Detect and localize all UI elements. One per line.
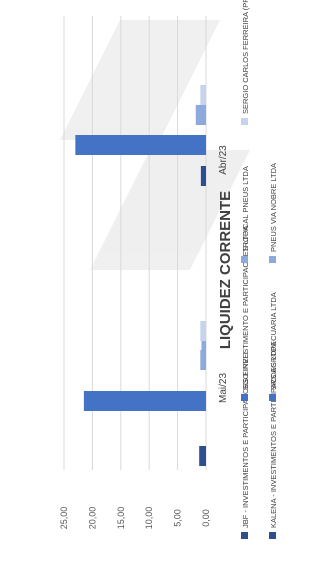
bar <box>83 391 206 411</box>
chart-title: LIQUIDEZ CORRENTE <box>217 191 234 349</box>
value-axis-tick-label: 20,00 <box>87 507 97 530</box>
legend-swatch <box>241 394 248 401</box>
value-axis-tick-label: 5,00 <box>173 509 183 527</box>
legend-label: SERGIO CARLOS FERREIRA (PRODUTOR RURAL) <box>241 0 250 114</box>
value-axis-tick-label: 15,00 <box>116 507 126 530</box>
bar <box>200 350 206 370</box>
legend-label: JBF - INVESTIMENTOS E PARTICIPACOES EIRE… <box>241 352 250 528</box>
legend-label: TROPICAL PNEUS LTDA <box>241 166 250 252</box>
legend-swatch <box>269 532 276 539</box>
bar <box>200 166 206 186</box>
category-label: Abr/23 <box>218 145 229 175</box>
legend-swatch <box>241 256 248 263</box>
bar <box>200 85 206 105</box>
value-axis-tick-label: 25,00 <box>59 507 69 530</box>
category-label: Mai/23 <box>218 373 229 403</box>
legend-swatch <box>241 118 248 125</box>
legend-label: SRS AGROPECUARIA LTDA <box>269 292 278 390</box>
bar <box>195 105 206 125</box>
bar <box>202 96 206 116</box>
legend-swatch <box>269 394 276 401</box>
legend-label: SGO INVESTIMENTO E PARTICIPACOES LTDA <box>241 226 250 390</box>
bar <box>200 321 206 341</box>
bar <box>75 135 206 155</box>
legend-swatch <box>241 532 248 539</box>
legend-label: PNEUS VIA NOBRE LTDA <box>269 163 278 252</box>
value-axis-tick-label: 10,00 <box>144 507 154 530</box>
value-axis-tick-label: 0,00 <box>201 509 211 527</box>
legend-label: KALENA - INVESTIMENTOS E PARTICIPACOES L… <box>269 342 278 528</box>
legend-swatch <box>269 256 276 263</box>
bar <box>201 336 206 356</box>
bar <box>199 446 206 466</box>
background-watermark <box>60 20 250 270</box>
